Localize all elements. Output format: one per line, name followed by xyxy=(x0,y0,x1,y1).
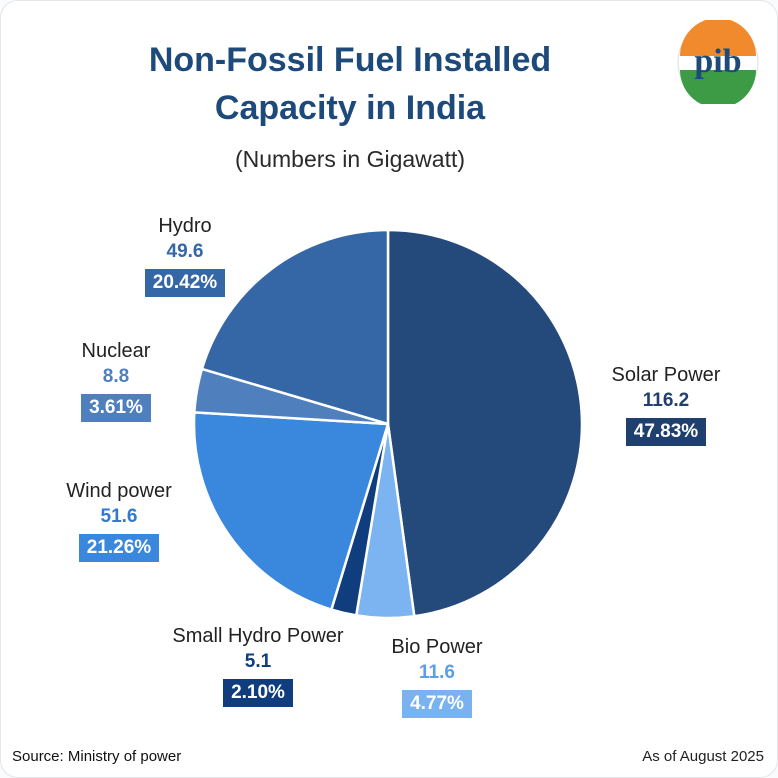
slice-percent-badge-small-hydro-power: 2.10% xyxy=(223,679,293,707)
chart-title-line-1: Non-Fossil Fuel Installed xyxy=(148,41,552,79)
slice-percent-badge-wind-power: 21.26% xyxy=(78,534,160,562)
chart-title-line-2: Capacity in India xyxy=(214,89,486,127)
slice-name-solar-power: Solar Power xyxy=(611,364,721,386)
slice-label-wind-power: Wind power 51.6 21.26% xyxy=(44,478,194,562)
pib-logo-text: pib xyxy=(694,43,741,80)
slice-value-nuclear: 8.8 xyxy=(102,366,130,387)
chart-subtitle: (Numbers in Gigawatt) xyxy=(234,146,466,172)
as-of-date: As of August 2025 xyxy=(642,748,764,765)
slice-value-bio-power: 11.6 xyxy=(419,662,455,683)
slice-percent-badge-bio-power: 4.77% xyxy=(402,690,472,718)
slice-value-small-hydro-power: 5.1 xyxy=(244,651,272,672)
slice-name-hydro: Hydro xyxy=(158,215,212,237)
chart-title: Non-Fossil Fuel Installed Capacity in In… xyxy=(60,36,640,132)
pie-slice-wind-power xyxy=(192,411,390,611)
slice-label-hydro: Hydro 49.6 20.42% xyxy=(130,213,240,297)
slice-value-hydro: 49.6 xyxy=(166,241,204,262)
pie-slice-solar-power xyxy=(386,228,584,618)
slice-percent-badge-nuclear: 3.61% xyxy=(81,394,151,422)
slice-percent-badge-solar-power: 47.83% xyxy=(625,418,707,446)
slice-percent-badge-hydro: 20.42% xyxy=(144,269,226,297)
slice-label-solar-power: Solar Power 116.2 47.83% xyxy=(592,362,740,446)
slice-value-solar-power: 116.2 xyxy=(642,390,690,411)
slice-label-bio-power: Bio Power 11.6 4.77% xyxy=(378,634,496,718)
slice-name-nuclear: Nuclear xyxy=(81,340,151,362)
slice-label-small-hydro-power: Small Hydro Power 5.1 2.10% xyxy=(150,623,366,707)
slice-name-wind-power: Wind power xyxy=(66,480,172,502)
slice-name-small-hydro-power: Small Hydro Power xyxy=(172,625,344,647)
slice-name-bio-power: Bio Power xyxy=(391,636,483,658)
pib-logo: pib xyxy=(677,20,759,104)
pie-slice-hydro xyxy=(200,228,390,426)
slice-label-nuclear: Nuclear 8.8 3.61% xyxy=(56,338,176,422)
slice-value-wind-power: 51.6 xyxy=(100,506,138,527)
source-note: Source: Ministry of power xyxy=(12,748,182,765)
